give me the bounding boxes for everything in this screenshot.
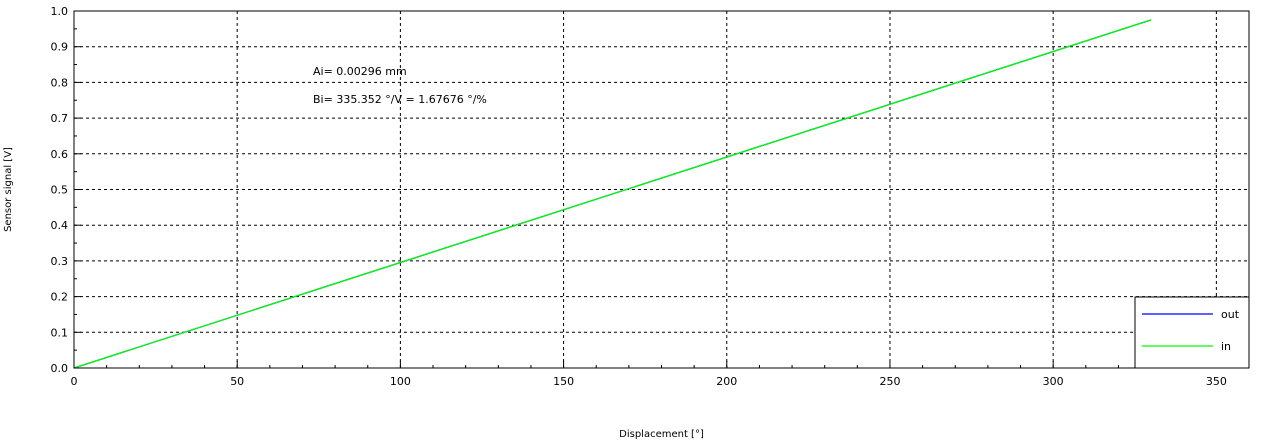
series-line-in <box>73 19 1152 369</box>
y-tick-label: 0.8 <box>51 76 69 89</box>
y-tick-label: 0.6 <box>51 148 69 161</box>
y-tick-label: 1.0 <box>51 5 69 18</box>
x-tick-label: 150 <box>553 375 574 388</box>
series-group <box>73 19 1152 369</box>
x-tick-label: 300 <box>1043 375 1064 388</box>
x-tick-label: 250 <box>879 375 900 388</box>
y-tick-label: 0.4 <box>51 219 69 232</box>
x-tick-label: 200 <box>716 375 737 388</box>
y-tick-label: 0.5 <box>51 184 69 197</box>
x-tick-label: 50 <box>230 375 244 388</box>
legend-label-in: in <box>1221 340 1231 353</box>
grid <box>74 11 1249 368</box>
annotation-bi: Bi= 335.352 °/V = 1.67676 °/% <box>313 93 487 106</box>
y-tick-label: 0.3 <box>51 255 69 268</box>
x-tick-label: 350 <box>1206 375 1227 388</box>
y-tick-label: 0.9 <box>51 41 69 54</box>
legend: out in <box>1134 296 1250 369</box>
axis-ticks: 0 50 100 150 200 250 300 350 0.0 0.1 0.2 0.3 0.4 0.5 0… <box>51 5 1227 388</box>
y-axis-title: Sensor signal [V] <box>3 147 14 232</box>
legend-box <box>1134 296 1250 369</box>
y-tick-label: 0.2 <box>51 291 69 304</box>
legend-label-out: out <box>1221 308 1240 321</box>
x-tick-label: 100 <box>390 375 411 388</box>
y-tick-label: 0.1 <box>51 326 69 339</box>
annotation-ai: Ai= 0.00296 mm <box>313 65 407 78</box>
y-tick-label: 0.7 <box>51 112 69 125</box>
x-axis-title: Displacement [°] <box>619 429 704 440</box>
y-tick-label: 0.0 <box>51 362 69 375</box>
x-tick-label: 0 <box>71 375 78 388</box>
